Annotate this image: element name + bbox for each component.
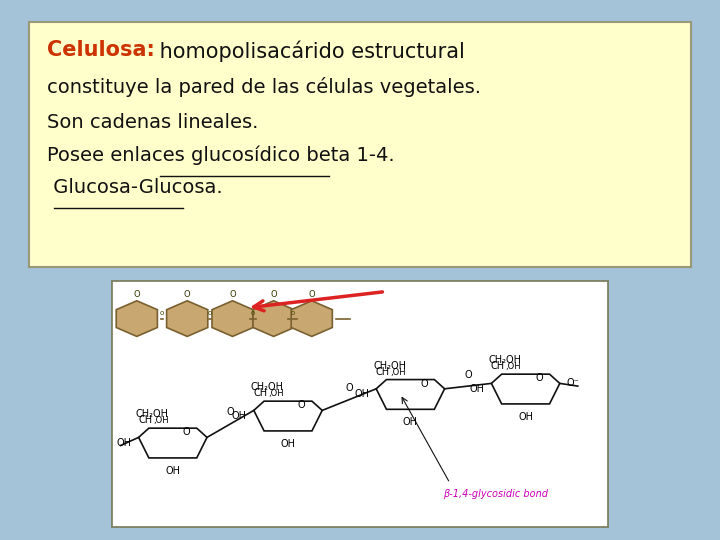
Polygon shape — [291, 301, 333, 336]
Text: OH: OH — [117, 437, 132, 448]
Text: O: O — [183, 427, 190, 437]
Text: CH₂OH: CH₂OH — [374, 361, 406, 371]
Text: ,OH: ,OH — [153, 416, 168, 426]
Polygon shape — [491, 374, 560, 404]
Text: Posee enlaces glucosídico beta 1-4.: Posee enlaces glucosídico beta 1-4. — [47, 146, 395, 165]
Text: O: O — [270, 290, 277, 299]
Polygon shape — [253, 301, 294, 336]
Text: Son cadenas lineales.: Son cadenas lineales. — [47, 113, 258, 132]
Text: O: O — [420, 379, 428, 389]
Polygon shape — [376, 380, 444, 409]
Text: o: o — [160, 310, 164, 316]
Text: CH: CH — [491, 361, 505, 372]
Polygon shape — [116, 301, 158, 336]
Text: CH₂OH: CH₂OH — [489, 355, 521, 366]
Text: Celulosa:: Celulosa: — [47, 40, 155, 60]
Text: O: O — [464, 369, 472, 380]
Text: OH: OH — [354, 389, 369, 399]
Text: constituye la pared de las células vegetales.: constituye la pared de las células veget… — [47, 77, 481, 97]
Text: ,OH: ,OH — [505, 362, 521, 372]
Text: CH₂OH: CH₂OH — [251, 382, 284, 393]
Text: O: O — [536, 373, 543, 383]
Text: O: O — [298, 400, 305, 410]
FancyBboxPatch shape — [29, 22, 691, 267]
Text: ,OH: ,OH — [390, 368, 406, 377]
Text: o: o — [251, 310, 255, 316]
Text: O: O — [184, 290, 191, 299]
Text: o: o — [291, 310, 294, 316]
Text: O: O — [308, 290, 315, 299]
Polygon shape — [254, 401, 323, 431]
Text: OH: OH — [403, 417, 418, 427]
Text: O: O — [346, 383, 353, 393]
Text: OH: OH — [518, 411, 533, 422]
Text: ,OH: ,OH — [269, 389, 284, 399]
Text: CH: CH — [376, 367, 390, 377]
Text: OH: OH — [281, 438, 295, 449]
Text: o: o — [208, 310, 212, 316]
Text: O: O — [227, 407, 234, 417]
Text: CH: CH — [253, 388, 268, 399]
Polygon shape — [212, 301, 253, 336]
Text: Glucosa-Glucosa.: Glucosa-Glucosa. — [47, 178, 222, 197]
Polygon shape — [166, 301, 208, 336]
Text: O⁻: O⁻ — [567, 379, 580, 388]
FancyBboxPatch shape — [112, 281, 608, 526]
Text: β-1,4-glycosidic bond: β-1,4-glycosidic bond — [443, 489, 548, 499]
Text: OH: OH — [469, 383, 485, 394]
Text: OH: OH — [166, 465, 180, 476]
Text: O: O — [133, 290, 140, 299]
Text: homopolisacárido estructural: homopolisacárido estructural — [153, 40, 465, 62]
Text: OH: OH — [232, 410, 247, 421]
Text: CH: CH — [138, 415, 153, 426]
Polygon shape — [138, 428, 207, 458]
Text: O: O — [229, 290, 236, 299]
Text: CH₂OH: CH₂OH — [136, 409, 168, 420]
